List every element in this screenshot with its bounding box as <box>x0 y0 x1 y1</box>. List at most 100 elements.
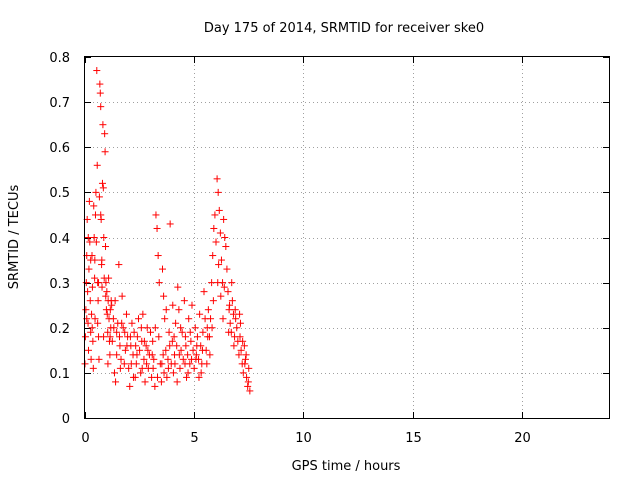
data-point <box>101 130 109 138</box>
data-point <box>128 319 136 327</box>
data-point <box>236 310 244 318</box>
data-point <box>115 261 123 269</box>
data-point <box>171 360 179 368</box>
data-point <box>108 337 116 345</box>
data-point <box>103 288 111 296</box>
data-point <box>108 301 116 309</box>
data-point <box>130 328 138 336</box>
data-point <box>228 279 236 287</box>
data-point <box>177 346 185 354</box>
data-point <box>91 315 99 323</box>
data-point <box>133 333 141 341</box>
data-point <box>99 121 107 129</box>
data-point <box>148 351 156 359</box>
data-point <box>82 306 90 314</box>
data-point <box>217 292 225 300</box>
data-point <box>220 283 228 291</box>
data-point <box>239 337 247 345</box>
data-point <box>89 337 97 345</box>
data-point <box>209 252 217 260</box>
data-point <box>217 256 225 264</box>
data-point <box>125 364 133 372</box>
data-point <box>241 360 249 368</box>
data-point <box>166 342 174 350</box>
data-point <box>139 310 147 318</box>
data-point <box>143 324 151 332</box>
data-point <box>96 80 104 88</box>
data-point <box>207 315 215 323</box>
data-point <box>208 324 216 332</box>
data-point <box>104 360 112 368</box>
data-point <box>179 355 187 363</box>
data-point <box>150 355 158 363</box>
data-point <box>229 310 237 318</box>
data-point <box>200 288 208 296</box>
data-point <box>137 324 145 332</box>
data-point <box>198 346 206 354</box>
data-point <box>95 193 103 201</box>
data-point <box>118 292 126 300</box>
data-point <box>175 351 183 359</box>
data-point <box>199 328 207 336</box>
data-point <box>214 279 222 287</box>
data-point <box>230 342 238 350</box>
y-tick-label: 0.3 <box>49 277 70 292</box>
data-point <box>116 342 124 350</box>
data-point <box>160 292 168 300</box>
data-point <box>174 283 182 291</box>
data-point <box>191 324 199 332</box>
data-point <box>120 360 128 368</box>
data-point <box>160 369 168 377</box>
x-axis-label: GPS time / hours <box>292 459 401 474</box>
data-point <box>100 234 108 241</box>
data-points <box>81 67 254 395</box>
data-point <box>245 364 253 372</box>
data-point <box>93 67 101 75</box>
data-point <box>163 373 171 381</box>
data-point <box>106 333 114 341</box>
data-point <box>133 351 141 359</box>
data-point <box>98 283 106 291</box>
x-tick-label: 10 <box>295 431 312 446</box>
data-point <box>117 355 125 363</box>
data-point <box>159 265 167 273</box>
data-point <box>87 256 95 264</box>
y-tick-label: 0.6 <box>49 141 70 156</box>
data-point <box>123 342 131 350</box>
data-point <box>101 148 109 156</box>
data-point <box>122 310 130 318</box>
y-tick-labels: 0 0.1 0.2 0.3 0.4 0.5 0.6 0.7 0.8 <box>49 51 70 427</box>
data-point <box>84 288 92 296</box>
data-point <box>153 224 161 232</box>
data-point <box>237 346 245 354</box>
data-point <box>115 333 123 341</box>
data-point <box>225 328 233 336</box>
data-point <box>226 319 234 327</box>
data-point <box>147 328 154 336</box>
data-point <box>162 306 170 314</box>
data-point <box>93 161 101 169</box>
x-tick-label: 0 <box>81 431 89 446</box>
data-point <box>219 315 227 323</box>
data-point <box>180 297 188 305</box>
data-point <box>126 382 134 390</box>
data-point <box>236 319 244 327</box>
data-point <box>189 346 197 354</box>
data-point <box>144 346 152 354</box>
data-point <box>90 202 98 210</box>
data-point <box>223 265 231 273</box>
data-point <box>109 315 117 323</box>
data-point <box>105 274 113 282</box>
data-point <box>246 387 254 395</box>
data-point <box>92 238 100 246</box>
data-point <box>181 333 189 341</box>
data-point <box>148 373 156 381</box>
data-point <box>113 351 121 359</box>
data-point <box>184 351 192 359</box>
data-point <box>88 310 96 318</box>
data-point <box>178 328 186 336</box>
grid <box>85 57 609 418</box>
data-point <box>149 364 157 372</box>
data-point <box>190 364 198 372</box>
